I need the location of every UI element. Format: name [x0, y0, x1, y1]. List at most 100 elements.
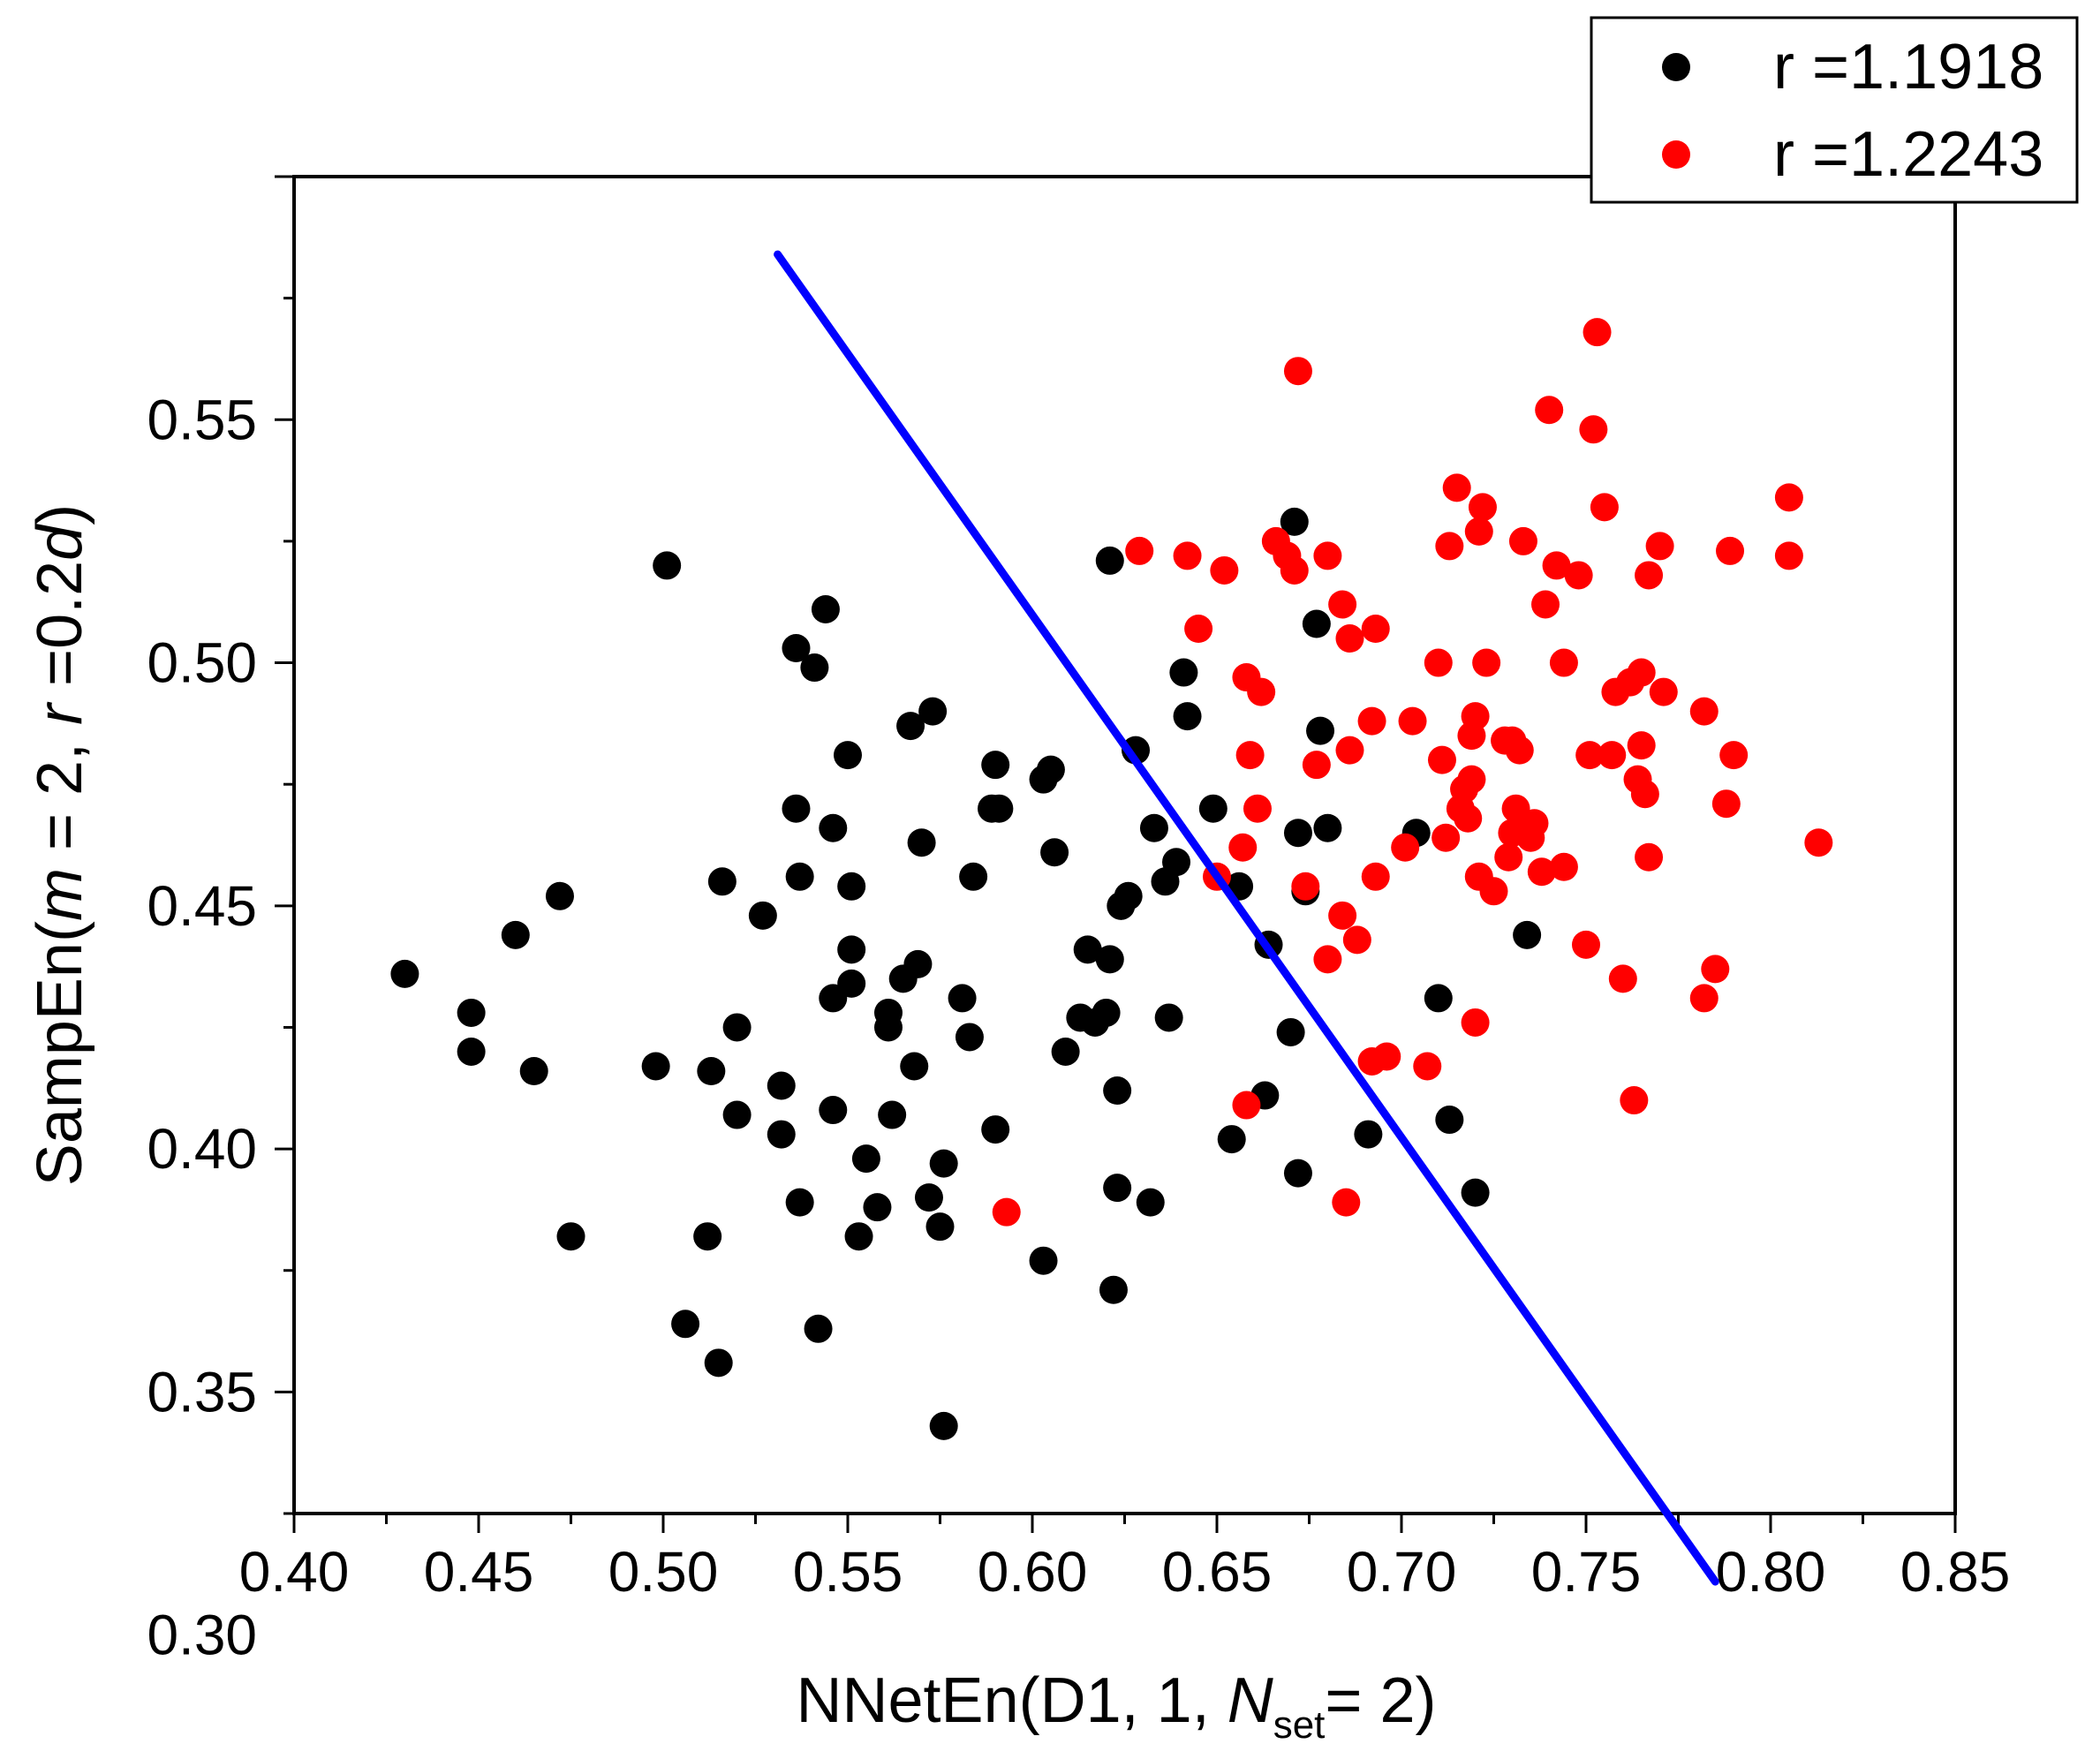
y-tick-label: 0.30 [147, 1604, 257, 1667]
point-red [1549, 852, 1578, 881]
point-red [1598, 741, 1627, 770]
point-red [1464, 517, 1493, 546]
point-black [1217, 1125, 1246, 1154]
point-black [501, 920, 530, 949]
point-black [1099, 1275, 1128, 1304]
point-black [1103, 1174, 1132, 1203]
x-tick-label: 0.60 [978, 1540, 1088, 1604]
point-red [1431, 823, 1461, 852]
point-red [1531, 590, 1560, 619]
point-red [1701, 955, 1730, 984]
x-axis: 0.40 0.45 0.50 0.55 0.60 0.65 0.70 0.75 0.80 0.85 [239, 1514, 2010, 1604]
point-red [1328, 590, 1357, 619]
point-red [1635, 561, 1664, 590]
point-black [844, 1222, 873, 1251]
point-red [1332, 1188, 1361, 1217]
point-red [1184, 615, 1213, 644]
point-black [903, 949, 933, 978]
point-red [1357, 706, 1386, 736]
point-black [1051, 1037, 1080, 1066]
point-black [1306, 716, 1335, 745]
point-red [1313, 945, 1342, 974]
point-red [1716, 536, 1745, 565]
point-red [1627, 658, 1656, 687]
point-black [1169, 658, 1198, 687]
point-red [1774, 483, 1803, 512]
point-black [748, 901, 777, 930]
y-tick-label: 0.35 [147, 1360, 257, 1423]
point-red [1391, 833, 1420, 862]
point-red [1472, 648, 1501, 677]
x-tick-label: 0.45 [424, 1540, 534, 1604]
y-axis: 0.30 0.35 0.40 0.45 0.50 0.55 [147, 175, 294, 1667]
x-tick-label: 0.70 [1347, 1540, 1457, 1604]
point-black [722, 1013, 752, 1042]
point-black [1162, 848, 1191, 877]
point-black [1435, 1106, 1464, 1135]
point-red [1719, 741, 1749, 770]
point-red [1479, 877, 1508, 906]
x-tick-label: 0.65 [1162, 1540, 1273, 1604]
point-black [955, 1023, 984, 1052]
point-black [985, 794, 1014, 823]
point-red [1342, 925, 1371, 955]
point-black [457, 1037, 486, 1066]
point-black [811, 594, 840, 623]
point-black [1114, 881, 1143, 910]
point-red [1427, 745, 1456, 774]
point-red [1564, 561, 1593, 590]
point-black [653, 551, 682, 580]
point-red [1228, 833, 1258, 862]
point-black [819, 813, 848, 842]
point-black [785, 1188, 814, 1217]
point-red [1283, 357, 1312, 386]
legend-box [1590, 16, 2079, 204]
point-red [1335, 624, 1364, 653]
point-red [1505, 736, 1534, 765]
x-tick-label: 0.50 [608, 1540, 719, 1604]
point-black [1095, 546, 1124, 575]
point-red [1442, 473, 1471, 502]
point-black [837, 935, 866, 964]
point-red [1689, 984, 1719, 1013]
point-black [873, 1013, 903, 1042]
point-black [900, 1052, 929, 1081]
point-black [1354, 1120, 1383, 1149]
point-black [1461, 1178, 1490, 1207]
y-tick-label: 0.55 [147, 388, 257, 451]
point-red [1313, 541, 1342, 570]
point-red [1590, 493, 1619, 522]
point-black [1198, 794, 1228, 823]
point-black [800, 653, 829, 683]
point-red [1361, 615, 1390, 644]
point-black [457, 998, 486, 1027]
point-red [1549, 648, 1578, 677]
point-black [914, 1183, 943, 1212]
y-tick-label: 0.45 [147, 874, 257, 938]
data-points [390, 318, 1833, 1440]
point-black [929, 1411, 958, 1440]
point-red [1645, 532, 1674, 561]
x-tick-label: 0.40 [239, 1540, 350, 1604]
point-red [1535, 396, 1564, 425]
point-black [1040, 838, 1069, 867]
point-red [1424, 648, 1453, 677]
point-red [1398, 706, 1427, 736]
point-black [959, 862, 988, 891]
point-red [1689, 697, 1719, 726]
point-black [722, 1100, 752, 1129]
plot-frame [292, 175, 1957, 1515]
point-red [1520, 809, 1549, 838]
point-black [704, 1348, 733, 1378]
point-black [556, 1222, 585, 1251]
point-black [1173, 702, 1202, 731]
point-red [1579, 415, 1608, 444]
point-red [1774, 541, 1803, 570]
point-black [1313, 813, 1342, 842]
point-red [1649, 677, 1678, 706]
point-red [1302, 751, 1331, 780]
point-black [981, 751, 1010, 780]
legend: r =1.1918 r =1.2243 [1590, 16, 2079, 204]
point-black [1103, 1076, 1132, 1106]
point-black [834, 741, 862, 770]
